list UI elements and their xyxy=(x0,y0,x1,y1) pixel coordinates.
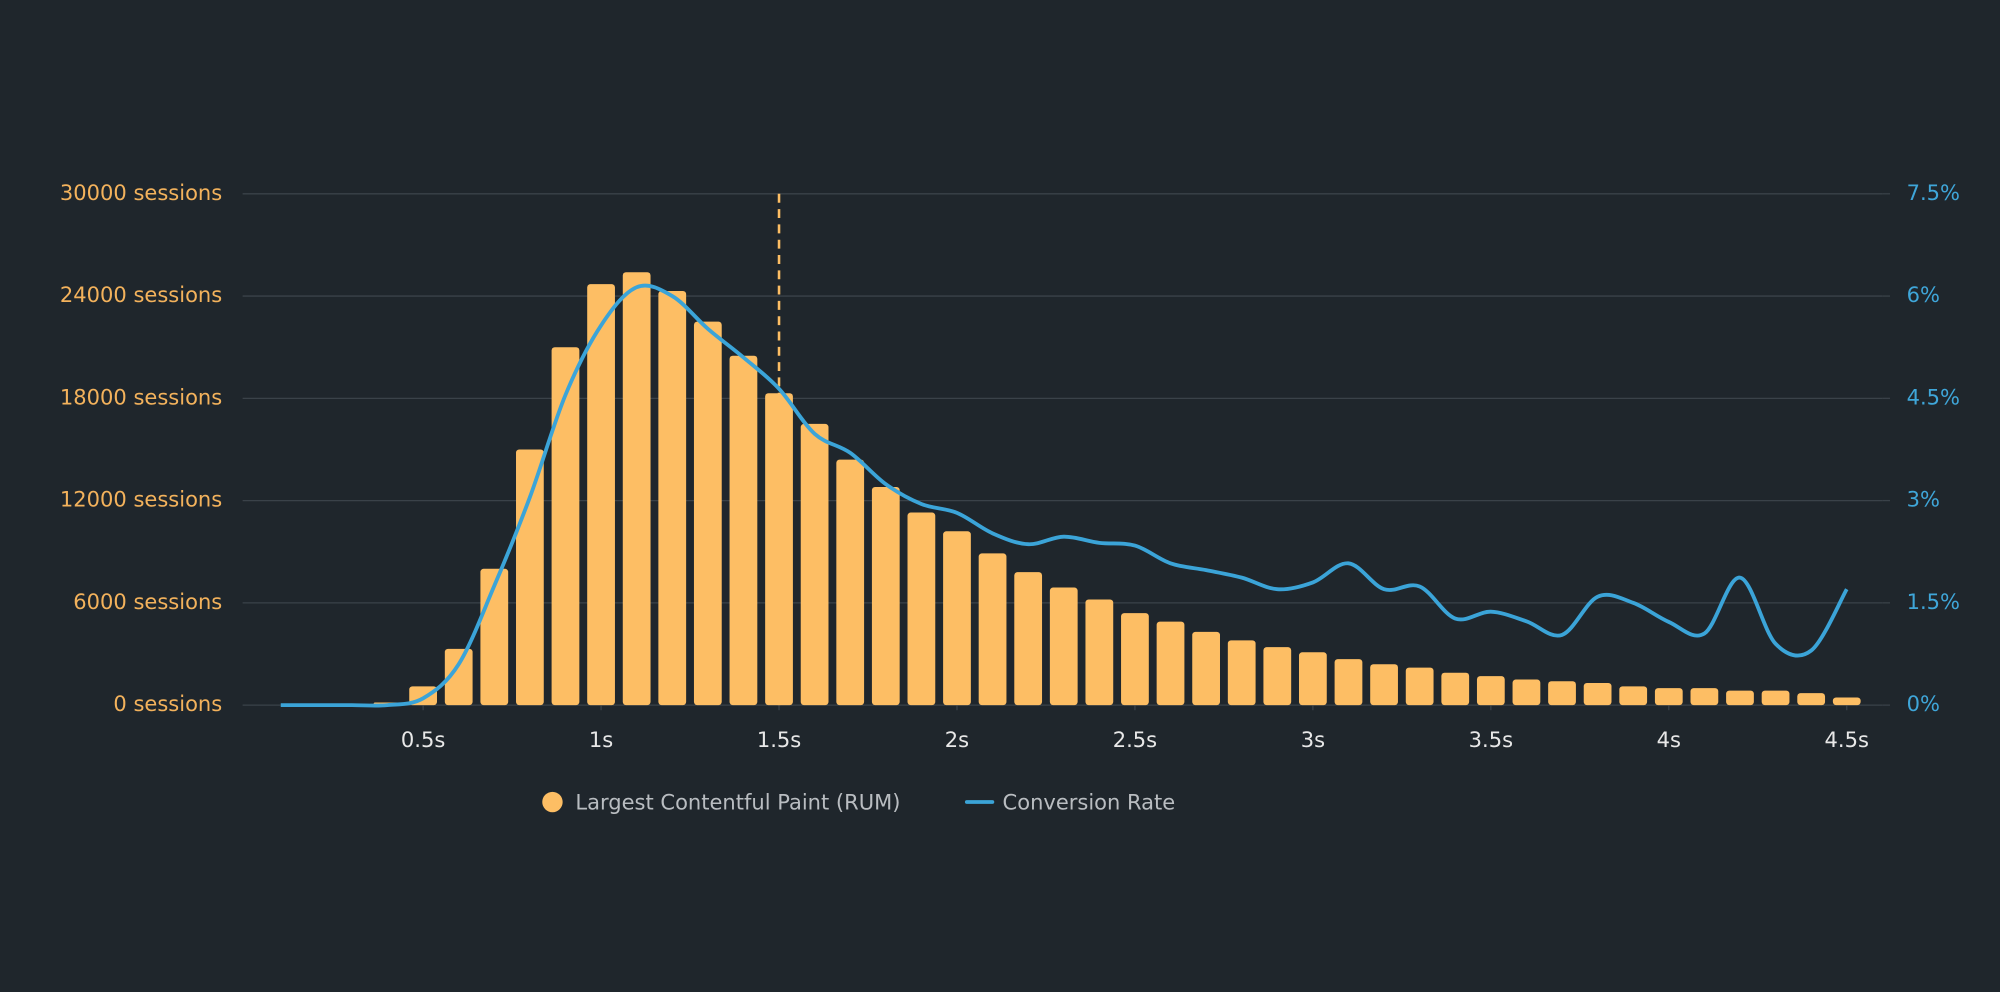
y2-tick-label: 7.5% xyxy=(1907,180,1960,205)
bar xyxy=(871,486,900,706)
bar xyxy=(1548,681,1576,706)
bar xyxy=(1619,686,1648,706)
legend-label: Largest Contentful Paint (RUM) xyxy=(575,789,900,814)
bar xyxy=(693,321,722,706)
legend: Largest Contentful Paint (RUM) Conversion… xyxy=(542,789,1175,814)
x-tick-label: 3.5s xyxy=(1469,727,1513,752)
bar xyxy=(978,553,1007,706)
x-tick-label: 0.5s xyxy=(401,727,445,752)
bar xyxy=(1049,587,1078,706)
bar xyxy=(1227,640,1256,706)
y-tick-label: 30000 sessions xyxy=(60,180,222,205)
legend-label: Conversion Rate xyxy=(1003,789,1176,814)
bar xyxy=(1370,664,1398,706)
bar xyxy=(1334,659,1363,706)
x-tick-label: 4s xyxy=(1657,727,1681,752)
bar xyxy=(1797,693,1826,706)
bar xyxy=(1263,647,1292,706)
y2-tick-label: 0% xyxy=(1907,691,1940,716)
x-tick-label: 2.5s xyxy=(1113,727,1157,752)
bar xyxy=(622,272,651,706)
bar xyxy=(1690,688,1719,706)
bar xyxy=(1441,672,1470,706)
bar xyxy=(1583,682,1612,706)
line xyxy=(280,283,1849,708)
y-tick-label: 0 sessions xyxy=(113,691,222,716)
bar xyxy=(1726,690,1754,706)
y-tick-label: 18000 sessions xyxy=(60,384,222,409)
x-tick-label: 1.5s xyxy=(757,727,801,752)
bar xyxy=(1299,652,1327,706)
y-tick-label: 24000 sessions xyxy=(60,282,222,307)
bar xyxy=(1476,676,1505,706)
y2-tick-label: 1.5% xyxy=(1907,589,1960,614)
bar xyxy=(1192,631,1220,706)
bar xyxy=(516,449,544,706)
y-tick-label: 12000 sessions xyxy=(60,487,222,512)
x-tick-label: 1s xyxy=(589,727,613,752)
bar xyxy=(551,347,580,706)
y-tick-label: 6000 sessions xyxy=(73,589,222,614)
bar xyxy=(729,355,758,706)
bar xyxy=(836,459,865,706)
bar xyxy=(658,290,687,706)
bar xyxy=(907,512,936,706)
y2-tick-label: 4.5% xyxy=(1907,384,1960,409)
bar xyxy=(1085,599,1114,706)
bar xyxy=(800,423,829,706)
bar xyxy=(587,284,615,706)
legend-swatch xyxy=(542,791,563,813)
bar xyxy=(1121,613,1149,706)
bar xyxy=(1405,667,1434,706)
bar xyxy=(444,648,473,706)
bar xyxy=(1014,572,1043,706)
x-tick-label: 2s xyxy=(945,727,969,752)
bar xyxy=(1156,621,1185,706)
y2-tick-label: 6% xyxy=(1907,282,1940,307)
x-tick-label: 3s xyxy=(1301,727,1325,752)
bar xyxy=(943,531,971,706)
bar xyxy=(1761,690,1790,706)
y2-tick-label: 3% xyxy=(1907,487,1940,512)
bar xyxy=(1654,688,1683,706)
bar xyxy=(1512,679,1541,706)
x-tick-label: 4.5s xyxy=(1825,727,1869,752)
bar xyxy=(1832,697,1861,706)
